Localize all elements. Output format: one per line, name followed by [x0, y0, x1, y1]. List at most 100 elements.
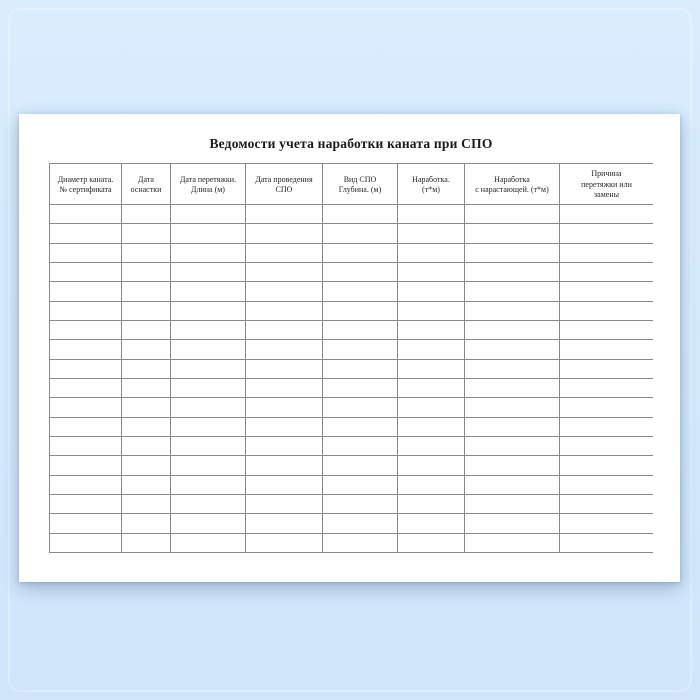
empty-cell-spo-type-depth: [322, 417, 397, 436]
empty-cell-spo-date: [245, 398, 322, 417]
empty-cell-diameter-certificate: [49, 398, 121, 417]
empty-cell-rigging-date: [121, 436, 170, 456]
empty-cell-cumulative-tonnage: [464, 262, 559, 282]
table-row: [49, 493, 653, 514]
empty-cell-cumulative-tonnage: [464, 243, 559, 262]
empty-cell-spo-type-depth: [322, 243, 397, 262]
empty-cell-spo-date: [245, 320, 322, 340]
empty-cell-rigging-date: [121, 340, 170, 359]
empty-cell-spo-date: [245, 417, 322, 436]
empty-cell-spo-type-depth: [322, 340, 397, 359]
empty-cell-spo-date: [245, 282, 322, 301]
empty-cell-diameter-certificate: [49, 340, 121, 359]
empty-cell-spo-type-depth: [322, 398, 397, 417]
table-row: [49, 339, 653, 359]
empty-cell-operating-tonnage: [397, 475, 464, 494]
empty-cell-replacement-reason: [559, 417, 653, 436]
empty-cell-spo-type-depth: [322, 262, 397, 282]
table-row: [49, 319, 653, 340]
empty-cell-operating-tonnage: [397, 417, 464, 436]
column-header-diameter-certificate: Диаметр каната. № сертификата: [49, 164, 121, 204]
empty-cell-rigging-date: [121, 282, 170, 301]
empty-cell-spo-date: [245, 359, 322, 378]
empty-cell-cumulative-tonnage: [464, 282, 559, 301]
empty-cell-diameter-certificate: [49, 417, 121, 436]
empty-cell-repull-date-length: [170, 262, 245, 282]
empty-cell-rigging-date: [121, 417, 170, 436]
empty-cell-repull-date-length: [170, 340, 245, 359]
empty-cell-repull-date-length: [170, 398, 245, 417]
empty-cell-replacement-reason: [559, 475, 653, 494]
empty-cell-diameter-certificate: [49, 243, 121, 262]
empty-cell-operating-tonnage: [397, 398, 464, 417]
empty-cell-operating-tonnage: [397, 243, 464, 262]
empty-cell-rigging-date: [121, 205, 170, 224]
empty-cell-replacement-reason: [559, 378, 653, 398]
table-row: [49, 242, 653, 262]
empty-cell-cumulative-tonnage: [464, 340, 559, 359]
empty-cell-spo-type-depth: [322, 359, 397, 378]
column-header-cumulative-tonnage: Наработка с нарастающей. (т*м): [464, 164, 559, 204]
empty-cell-operating-tonnage: [397, 205, 464, 224]
empty-cell-diameter-certificate: [49, 224, 121, 243]
table-row: [49, 455, 653, 475]
empty-cell-spo-date: [245, 224, 322, 243]
empty-cell-spo-type-depth: [322, 514, 397, 533]
empty-cell-spo-type-depth: [322, 301, 397, 320]
empty-cell-spo-date: [245, 475, 322, 494]
empty-cell-replacement-reason: [559, 320, 653, 340]
empty-cell-repull-date-length: [170, 456, 245, 475]
empty-cell-rigging-date: [121, 494, 170, 514]
empty-cell-repull-date-length: [170, 320, 245, 340]
empty-cell-cumulative-tonnage: [464, 417, 559, 436]
empty-cell-cumulative-tonnage: [464, 436, 559, 456]
empty-cell-diameter-certificate: [49, 456, 121, 475]
empty-cell-rigging-date: [121, 456, 170, 475]
empty-cell-spo-date: [245, 243, 322, 262]
empty-cell-diameter-certificate: [49, 436, 121, 456]
empty-cell-replacement-reason: [559, 340, 653, 359]
worksheet-table: Диаметр каната. № сертификата Дата оснастки…: [49, 163, 653, 553]
empty-cell-operating-tonnage: [397, 378, 464, 398]
empty-cell-spo-date: [245, 494, 322, 514]
empty-cell-repull-date-length: [170, 301, 245, 320]
empty-cell-replacement-reason: [559, 205, 653, 224]
empty-cell-repull-date-length: [170, 282, 245, 301]
empty-cell-repull-date-length: [170, 514, 245, 533]
empty-cell-operating-tonnage: [397, 359, 464, 378]
empty-cell-spo-date: [245, 205, 322, 224]
table-row: [49, 532, 653, 552]
empty-cell-diameter-certificate: [49, 514, 121, 533]
empty-cell-cumulative-tonnage: [464, 475, 559, 494]
table-row: [49, 358, 653, 378]
empty-cell-diameter-certificate: [49, 301, 121, 320]
empty-cell-cumulative-tonnage: [464, 301, 559, 320]
empty-cell-rigging-date: [121, 398, 170, 417]
empty-cell-operating-tonnage: [397, 494, 464, 514]
table-row: [49, 281, 653, 301]
empty-cell-spo-date: [245, 514, 322, 533]
empty-cell-spo-type-depth: [322, 494, 397, 514]
empty-cell-repull-date-length: [170, 224, 245, 243]
table-row: [49, 435, 653, 456]
table-body: [49, 204, 653, 553]
table-row: [49, 223, 653, 243]
empty-cell-repull-date-length: [170, 533, 245, 552]
table-row: [49, 474, 653, 494]
empty-cell-diameter-certificate: [49, 205, 121, 224]
empty-cell-repull-date-length: [170, 359, 245, 378]
empty-cell-diameter-certificate: [49, 359, 121, 378]
empty-cell-spo-date: [245, 340, 322, 359]
empty-cell-operating-tonnage: [397, 282, 464, 301]
empty-cell-spo-date: [245, 301, 322, 320]
empty-cell-spo-date: [245, 262, 322, 282]
empty-cell-operating-tonnage: [397, 262, 464, 282]
empty-cell-rigging-date: [121, 262, 170, 282]
empty-cell-operating-tonnage: [397, 514, 464, 533]
empty-cell-rigging-date: [121, 533, 170, 552]
column-header-operating-tonnage: Наработка. (т*м): [397, 164, 464, 204]
table-row: [49, 377, 653, 398]
empty-cell-spo-date: [245, 436, 322, 456]
empty-cell-repull-date-length: [170, 475, 245, 494]
